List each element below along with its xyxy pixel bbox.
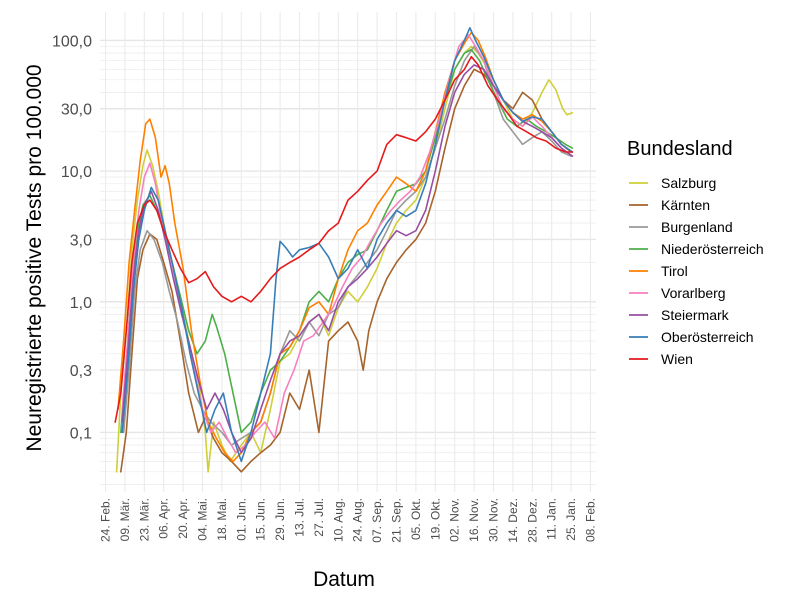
- series-lines: [114, 27, 574, 473]
- y-tick-label: 0,1: [70, 425, 92, 442]
- legend-label: Niederösterreich: [661, 241, 764, 257]
- legend-label: Kärnten: [661, 197, 710, 213]
- series-line-oberoesterreich: [121, 27, 574, 463]
- x-tick-label: 09. Mär.: [118, 498, 132, 541]
- x-tick-label: 19. Okt.: [428, 498, 442, 540]
- x-tick-label: 20. Apr.: [176, 498, 190, 539]
- legend-label: Salzburg: [661, 175, 716, 191]
- x-tick-label: 07. Sep.: [370, 498, 384, 543]
- y-tick-label: 100,0: [52, 33, 92, 50]
- legend-items: Salzburg Kärnten Burgenland Niederösterreic…: [629, 175, 764, 367]
- x-tick-label: 29. Jun.: [273, 498, 287, 541]
- x-tick-label: 08. Feb.: [584, 498, 598, 542]
- x-tick-label: 30. Nov.: [487, 498, 501, 542]
- y-tick-label: 3,0: [70, 232, 92, 249]
- x-tick-label: 24. Aug.: [351, 498, 365, 542]
- y-tick-label: 0,3: [70, 363, 92, 380]
- legend-label: Steiermark: [661, 307, 730, 323]
- x-axis-title: Datum: [313, 568, 375, 591]
- x-tick-label: 13. Jul.: [293, 498, 307, 537]
- x-tick-label: 18. Mai.: [215, 498, 229, 541]
- x-axis-ticks: 24. Feb. 09. Mär. 23. Mär. 06. Apr. 20. Apr.…: [99, 498, 598, 543]
- y-axis-title: Neuregistrierte positive Tests pro 100.0…: [23, 64, 46, 451]
- legend-label: Burgenland: [661, 219, 733, 235]
- legend-title: Bundesland: [627, 138, 733, 160]
- legend-label: Tirol: [661, 263, 688, 279]
- legend-label: Wien: [661, 351, 693, 367]
- x-tick-label: 01. Jun.: [234, 498, 248, 541]
- x-tick-label: 25. Jan.: [564, 498, 578, 541]
- series-line-wien: [114, 55, 574, 423]
- x-tick-label: 11. Jan.: [545, 498, 559, 540]
- x-tick-label: 27. Jul.: [312, 498, 326, 537]
- x-tick-label: 02. Nov.: [448, 498, 462, 542]
- series-line-tirol: [117, 31, 574, 463]
- legend-label: Oberösterreich: [661, 329, 754, 345]
- y-tick-label: 10,0: [61, 164, 92, 181]
- legend: Bundesland Salzburg Kärnten Burgenland Nied…: [627, 138, 764, 367]
- y-axis-ticks: 0,1 0,3 1,0 3,0 10,0 30,0 100,0: [52, 33, 92, 442]
- x-tick-label: 24. Feb.: [99, 498, 113, 542]
- x-tick-label: 16. Nov.: [467, 498, 481, 542]
- series-line-steiermark: [121, 64, 574, 454]
- x-tick-label: 05. Okt.: [409, 498, 423, 540]
- y-tick-label: 1,0: [70, 295, 92, 312]
- y-tick-label: 30,0: [61, 102, 92, 119]
- x-tick-label: 14. Dez.: [506, 498, 520, 543]
- x-tick-label: 23. Mär.: [137, 498, 151, 541]
- x-tick-label: 28. Dez.: [525, 498, 539, 543]
- x-tick-label: 15. Jun.: [254, 498, 268, 541]
- x-tick-label: 06. Apr.: [157, 498, 171, 539]
- plot-panel: [100, 12, 596, 492]
- x-tick-label: 10. Aug.: [331, 498, 345, 542]
- legend-label: Vorarlberg: [661, 285, 726, 301]
- x-tick-label: 21. Sep.: [390, 498, 404, 543]
- x-tick-label: 04. Mai.: [196, 498, 210, 541]
